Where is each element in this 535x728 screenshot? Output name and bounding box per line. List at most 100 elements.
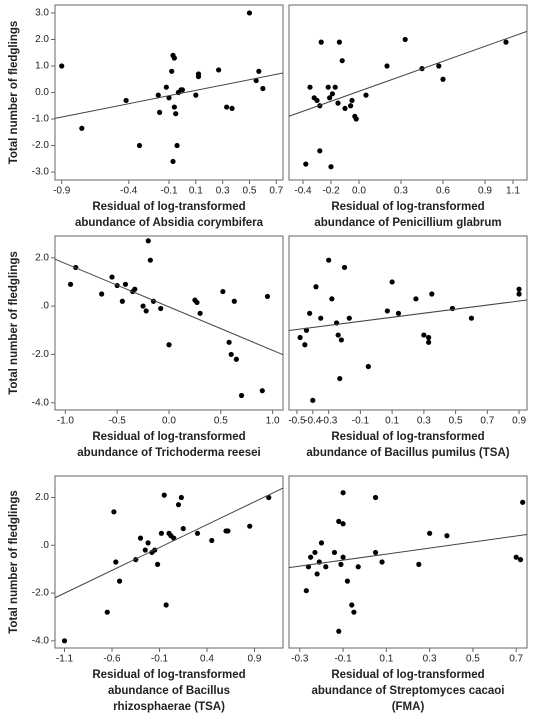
point (365, 363, 371, 370)
point (259, 388, 265, 394)
point (449, 305, 456, 312)
point (402, 36, 408, 43)
point (329, 91, 335, 97)
x-tick-label: -0.3 (320, 416, 338, 427)
point (142, 547, 148, 553)
x-tick-label: -0.5 (109, 416, 127, 427)
x-tick-label: -0.1 (334, 654, 352, 665)
x-tick-label: -0.1 (160, 186, 178, 197)
point (209, 537, 215, 544)
point (303, 161, 309, 167)
x-axis-label: (FMA) (392, 701, 425, 713)
y-tick-label: -3.0 (32, 167, 50, 178)
x-tick-label: -0.6 (103, 654, 121, 665)
point (384, 308, 390, 314)
x-tick-label: 0.7 (480, 416, 494, 427)
x-axis-label: Residual of log-transformed (331, 669, 484, 681)
point (413, 296, 419, 302)
point (338, 561, 344, 567)
point (335, 332, 341, 338)
point (426, 334, 432, 341)
point (513, 554, 519, 560)
fit-line (288, 534, 528, 569)
x-tick-label: -0.4 (120, 186, 138, 197)
point (436, 63, 442, 69)
point (337, 375, 343, 382)
point (426, 339, 432, 345)
x-tick-label: 0.6 (436, 186, 450, 197)
y-tick-label: -2.0 (32, 349, 50, 360)
x-tick-label: 0.4 (200, 654, 214, 665)
point (429, 291, 435, 297)
x-tick-label: 0.3 (394, 186, 408, 197)
point (318, 39, 324, 45)
plot-frame (54, 4, 284, 181)
point (303, 588, 309, 594)
x-axis-label: abundance of Bacillus (108, 685, 230, 697)
point (99, 291, 105, 297)
point (104, 609, 110, 615)
x-axis-label: abundance of Streptomyces cacaoi (311, 685, 504, 697)
point (247, 523, 253, 529)
point (349, 97, 355, 104)
point (266, 494, 272, 501)
x-tick-label: 0.5 (466, 654, 480, 665)
point (140, 303, 146, 309)
point (238, 392, 245, 399)
x-tick-label: 1.1 (506, 186, 520, 197)
y-axis-label: Total number of fledglings (8, 251, 20, 395)
point (363, 92, 369, 98)
plot-frame (288, 235, 528, 411)
x-tick-label: 0.3 (417, 416, 431, 427)
point (158, 530, 164, 536)
point (312, 549, 318, 556)
point (173, 111, 179, 117)
point (307, 84, 313, 90)
x-tick-label: -0.4 (304, 416, 322, 427)
y-tick-label: .0 (41, 540, 50, 551)
point (340, 521, 346, 527)
point (379, 559, 385, 565)
point (158, 305, 164, 312)
x-tick-label: -0.2 (322, 186, 340, 197)
point (338, 337, 344, 343)
point (327, 95, 333, 101)
x-tick-label: 1.0 (266, 416, 280, 427)
point (314, 97, 320, 104)
point (117, 578, 123, 584)
point (325, 84, 331, 90)
point (520, 499, 526, 505)
point (517, 557, 524, 563)
point (136, 142, 143, 149)
point (171, 55, 177, 61)
plot-frame (54, 475, 284, 649)
point (384, 63, 390, 69)
point (308, 554, 314, 560)
x-tick-label: 0.9 (478, 186, 492, 197)
x-axis-label: abundance of Penicillium glabrum (314, 217, 501, 229)
point (355, 564, 361, 570)
point (220, 288, 226, 295)
x-axis-label: abundance of Trichoderma reesei (77, 447, 260, 459)
x-tick-label: 0.5 (214, 416, 228, 427)
point (372, 549, 379, 556)
point (372, 494, 379, 501)
point (157, 109, 163, 115)
plot-frame (288, 4, 528, 181)
point (440, 76, 446, 82)
x-tick-label: -0.9 (53, 186, 71, 197)
point (468, 315, 475, 321)
x-axis-label: rhizosphaerae (TSA) (113, 701, 225, 713)
point (313, 284, 319, 290)
y-tick-label: 0.0 (35, 87, 49, 98)
point (256, 68, 262, 74)
point (194, 530, 201, 536)
point (137, 535, 144, 541)
y-tick-label: -4.0 (32, 635, 50, 646)
point (307, 310, 313, 316)
point (340, 554, 346, 560)
point (310, 397, 316, 403)
point (341, 264, 348, 271)
point (143, 308, 149, 314)
